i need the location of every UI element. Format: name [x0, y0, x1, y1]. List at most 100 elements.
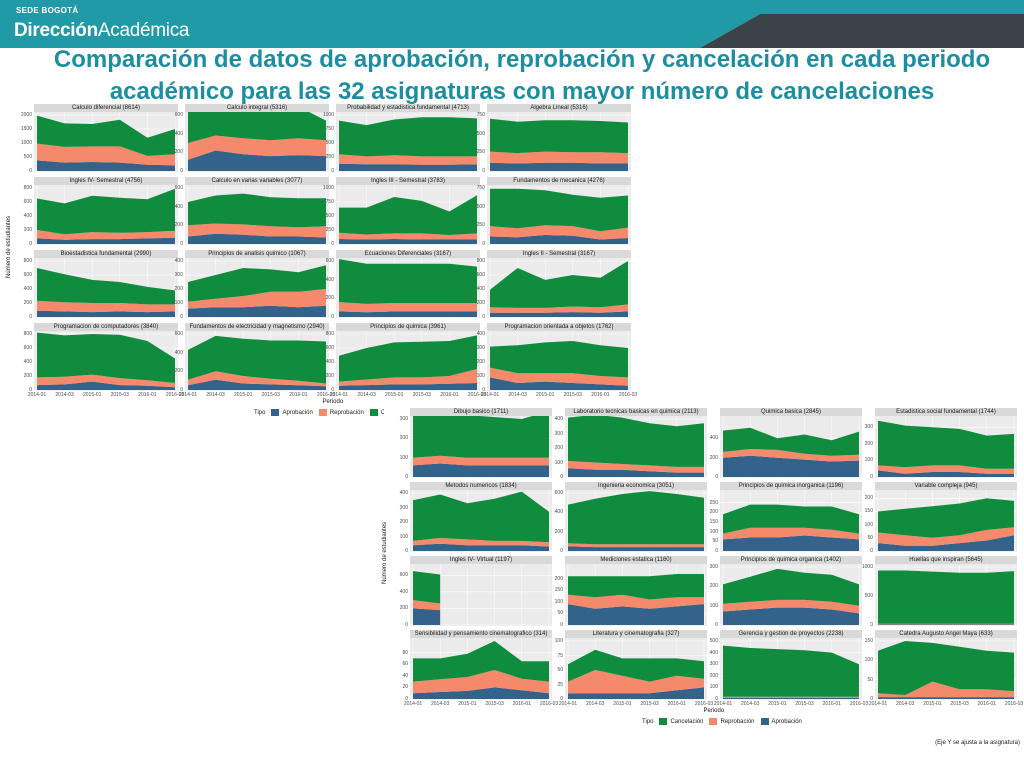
area-aprobacion	[188, 150, 326, 171]
area-reprobacion	[568, 594, 704, 609]
x-tick-label: 2016-01	[289, 392, 308, 398]
legend-key	[760, 718, 769, 725]
area-aprobacion	[339, 239, 477, 244]
y-tick-label: 200	[709, 509, 718, 516]
y-tick-label: 0	[331, 168, 334, 174]
area-cancelacion	[723, 427, 859, 456]
y-tick-label: 500	[325, 213, 334, 219]
facet-panel: Ingles IV- Virtual (1197)	[410, 556, 552, 626]
facet-plot	[410, 638, 552, 700]
y-tick-label: 100	[554, 459, 563, 466]
y-tick-label: 200	[325, 373, 334, 379]
facet-plot	[185, 112, 329, 172]
y-tick-label: 200	[399, 605, 408, 612]
x-tick-label: 2015-03	[563, 392, 582, 398]
facet-panel: Metodos numericos (1834)	[410, 482, 552, 552]
y-tick-label: 100	[864, 657, 873, 664]
facet-plot	[410, 564, 552, 626]
facet-panel: Algebra Lineal (5316)	[487, 104, 631, 172]
area-reprobacion	[339, 232, 477, 240]
area-aprobacion	[188, 379, 326, 390]
facet-plot	[410, 490, 552, 552]
y-tick-label: 75	[557, 652, 563, 659]
area-reprobacion	[723, 527, 859, 540]
facet-plot	[487, 331, 631, 391]
facet-panel: Ecuaciones Diferenciales (3167)	[336, 250, 480, 318]
area-aprobacion	[878, 470, 1014, 477]
slide-title-line1: Comparación de datos de aprobación, repr…	[53, 46, 991, 73]
facet-panel: Laboratorio tecnicas basicas en quimica …	[565, 408, 707, 478]
facet-plot	[487, 112, 631, 172]
y-tick-label: 800	[476, 258, 485, 264]
x-tick-label: 2014-01	[713, 701, 733, 707]
y-tick-label: 50	[712, 538, 718, 545]
y-tick-label: 800	[325, 331, 334, 337]
y-tick-label: 250	[325, 227, 334, 233]
area-reprobacion	[723, 449, 859, 462]
y-tick-label: 400	[325, 276, 334, 283]
x-tick-label: 2015-03	[261, 392, 280, 398]
y-tick-label: 600	[23, 272, 32, 278]
area-cancelacion	[413, 571, 441, 604]
facet-panel: Fundamentos de mecanica (4276)	[487, 177, 631, 245]
area-reprobacion	[878, 623, 1014, 625]
y-tick-label: 600	[23, 345, 32, 351]
area-aprobacion	[413, 687, 549, 699]
area-cancelacion	[37, 188, 175, 235]
y-tick-label: 300	[399, 504, 408, 511]
facet-strip-title: Calculo en varias variables (3077)	[185, 177, 329, 185]
facet-panel: Catedra Augusto Angel Maya (633)	[875, 630, 1017, 700]
facet-panel: Calculo en varias variables (3077)	[185, 177, 329, 245]
facet-plot	[34, 112, 178, 172]
facet-plot	[720, 416, 862, 478]
facet-panel: Bioestadistica fundamental (2990)	[34, 250, 178, 318]
area-aprobacion	[568, 468, 704, 477]
legend-title: Tipo	[254, 409, 266, 416]
legend: Tipo Cancelación Reprobación Aprobación	[642, 718, 808, 725]
area-reprobacion	[878, 681, 1014, 698]
area-cancelacion	[413, 641, 549, 682]
facet-panel: Principios de analisis quimico (1067)	[185, 250, 329, 318]
facet-strip-title: Programacion orientada a objetos (1762)	[487, 323, 631, 331]
x-axis-label: Periodo	[322, 399, 344, 405]
legend-label: Aprobación	[282, 409, 313, 416]
facet-strip-title: Principios de quimica organica (1402)	[720, 556, 862, 564]
y-tick-label: 600	[325, 345, 334, 351]
facet-strip-title: Fundamentos de mecanica (4276)	[487, 177, 631, 185]
area-aprobacion	[490, 162, 628, 171]
area-cancelacion	[188, 112, 326, 143]
y-tick-label: 200	[174, 286, 183, 292]
y-tick-label: 400	[325, 359, 334, 365]
area-reprobacion	[339, 154, 477, 165]
y-tick-label: 0	[560, 696, 563, 702]
y-tick-label: 0	[482, 241, 485, 247]
area-aprobacion	[37, 381, 175, 390]
y-tick-label: 0	[482, 168, 485, 174]
x-tick-label: 2015-01	[536, 392, 555, 398]
y-tick-label: 0	[180, 241, 183, 247]
y-tick-label: 750	[476, 185, 485, 191]
area-reprobacion	[37, 230, 175, 240]
y-tick-label: 100	[554, 638, 563, 644]
y-tick-label: 400	[174, 203, 183, 210]
y-tick-label: 100	[709, 684, 718, 691]
y-tick-label: 50	[557, 610, 563, 617]
facet-strip-title: Calculo diferencial (8614)	[34, 104, 178, 112]
y-tick-label: 250	[476, 149, 485, 156]
area-reprobacion	[413, 670, 549, 694]
x-tick-label: 2014-03	[55, 392, 74, 398]
area-reprobacion	[723, 696, 859, 698]
y-tick-label: 500	[325, 140, 334, 146]
y-tick-label: 600	[174, 185, 183, 191]
facet-strip-title: Huellas que inspiran (5645)	[875, 556, 1017, 564]
legend-label: Reprobación	[329, 409, 364, 416]
y-tick-label: 400	[709, 649, 718, 656]
x-tick-label: 2016-03	[1004, 701, 1024, 707]
facet-strip-title: Laboratorio tecnicas basicas en quimica …	[565, 408, 707, 416]
area-reprobacion	[188, 289, 326, 309]
y-tick-label: 1000	[322, 112, 334, 118]
y-tick-label: 0	[560, 474, 563, 480]
y-tick-label: 0	[870, 696, 873, 702]
area-aprobacion	[723, 607, 859, 625]
area-cancelacion	[37, 268, 175, 305]
